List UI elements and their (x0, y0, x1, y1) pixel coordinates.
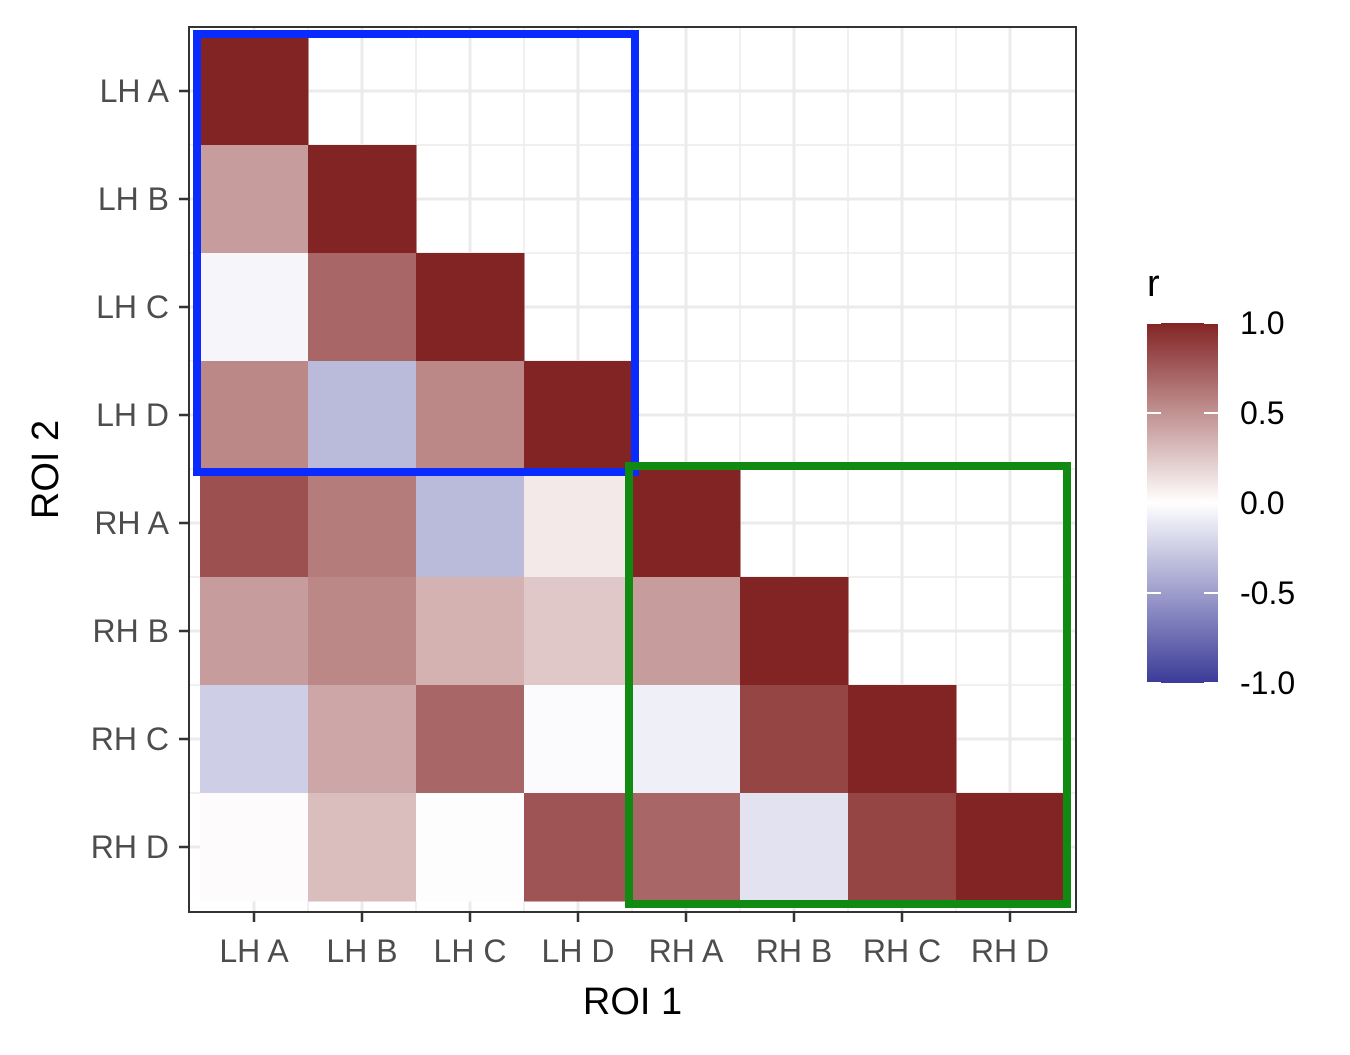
heatmap-cell-lh-c-lh-a (200, 253, 309, 362)
y-tick-label: RH B (93, 613, 169, 649)
heatmap-cell-rh-d-lh-d (524, 793, 633, 902)
heatmap-cell-rh-b-lh-b (308, 577, 417, 686)
legend-tick-label: 0.5 (1240, 395, 1284, 431)
heatmap-cell-rh-c-lh-d (524, 685, 633, 794)
heatmap-cell-rh-c-lh-b (308, 685, 417, 794)
y-tick-label: LH A (100, 73, 170, 109)
x-tick-label: RH A (649, 933, 724, 969)
legend-tick-label: 1.0 (1240, 305, 1284, 341)
heatmap-cell-rh-d-rh-a (632, 793, 741, 902)
heatmap-cell-lh-c-lh-b (308, 253, 417, 362)
left-hemisphere-box (193, 30, 639, 476)
x-tick-label: RH B (756, 933, 832, 969)
x-tick-label: LH B (326, 933, 397, 969)
heatmap-cell-rh-d-rh-b (740, 793, 849, 902)
heatmap-cell-rh-b-rh-a (632, 577, 741, 686)
heatmap-cell-rh-d-lh-a (200, 793, 309, 902)
x-tick-label: LH D (542, 933, 615, 969)
heatmap-cell-rh-d-rh-c (848, 793, 957, 902)
x-tick-label: RH C (863, 933, 941, 969)
heatmap-cell-lh-d-lh-b (308, 361, 417, 470)
heatmap-cell-rh-a-lh-d (524, 469, 633, 578)
heatmap-cell-lh-b-lh-b (308, 145, 417, 254)
heatmap-cell-rh-c-lh-a (200, 685, 309, 794)
heatmap-cell-rh-c-rh-b (740, 685, 849, 794)
color-legend: r 1.0 0.5 0.0 -0.5 -1.0 (1147, 263, 1295, 701)
y-tick-label: RH A (94, 505, 169, 541)
heatmap-cell-rh-a-lh-a (200, 469, 309, 578)
panel-border (188, 26, 1077, 913)
y-tick-label: RH D (91, 829, 169, 865)
y-axis: LH A LH B LH C LH D RH A RH B RH C RH D (91, 73, 189, 865)
heatmap-cell-lh-d-lh-d (524, 361, 633, 470)
legend-tick-label: -0.5 (1240, 575, 1295, 611)
heatmap-cell-rh-c-rh-a (632, 685, 741, 794)
heatmap-cell-lh-d-lh-a (200, 361, 309, 470)
heatmap-cell-rh-b-lh-a (200, 577, 309, 686)
legend-tick-label: -1.0 (1240, 665, 1295, 701)
heatmap-cell-lh-c-lh-c (416, 253, 525, 362)
heatmap-cell-rh-b-rh-b (740, 577, 849, 686)
legend-title: r (1147, 263, 1160, 305)
x-tick-label: LH A (219, 933, 289, 969)
heatmap-cell-rh-d-lh-c (416, 793, 525, 902)
y-tick-label: LH C (96, 289, 169, 325)
heatmap-cell-lh-d-lh-c (416, 361, 525, 470)
heatmap-cell-rh-b-lh-d (524, 577, 633, 686)
heatmap-cell-lh-a-lh-a (200, 37, 309, 146)
right-hemisphere-box (625, 462, 1071, 908)
legend-tick-label: 0.0 (1240, 485, 1284, 521)
x-axis: LH A LH B LH C LH D RH A RH B RH C RH D (219, 912, 1049, 969)
y-tick-label: LH B (98, 181, 169, 217)
heatmap-cell-rh-d-rh-d (956, 793, 1065, 902)
heatmap-cell-lh-b-lh-a (200, 145, 309, 254)
highlight-boxes (193, 30, 1071, 908)
x-tick-label: RH D (971, 933, 1049, 969)
heatmap-cell-rh-d-lh-b (308, 793, 417, 902)
y-axis-title: ROI 2 (25, 420, 67, 519)
y-tick-label: RH C (91, 721, 169, 757)
heatmap-cell-rh-a-lh-b (308, 469, 417, 578)
heatmap-cells (200, 37, 1065, 902)
heatmap-cell-rh-c-rh-c (848, 685, 957, 794)
heatmap-cell-rh-b-lh-c (416, 577, 525, 686)
heatmap-cell-rh-a-lh-c (416, 469, 525, 578)
heatmap-cell-rh-c-lh-c (416, 685, 525, 794)
x-axis-title: ROI 1 (583, 981, 682, 1023)
y-tick-label: LH D (96, 397, 169, 433)
x-tick-label: LH C (434, 933, 507, 969)
heatmap-cell-rh-a-rh-a (632, 469, 741, 578)
